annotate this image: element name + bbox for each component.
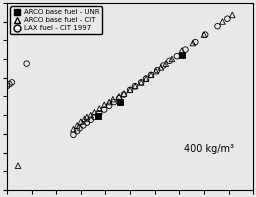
- Point: [161, 64, 165, 67]
- Point: [75, 124, 79, 127]
- Point: [159, 66, 163, 69]
- Point: [75, 129, 79, 133]
- Point: [164, 62, 168, 65]
- Point: [180, 54, 184, 57]
- Point: [102, 103, 106, 106]
- Point: [117, 95, 121, 98]
- Point: [97, 112, 101, 115]
- Point: [118, 100, 122, 104]
- Point: [117, 97, 121, 100]
- Text: 400 kg/m³: 400 kg/m³: [184, 144, 234, 154]
- Point: [193, 41, 197, 44]
- Point: [5, 85, 9, 88]
- Point: [82, 117, 87, 121]
- Point: [220, 20, 225, 23]
- Point: [111, 98, 115, 101]
- Point: [102, 108, 106, 111]
- Point: [107, 100, 111, 104]
- Point: [203, 33, 207, 36]
- Point: [122, 92, 126, 95]
- Point: [7, 83, 12, 86]
- Point: [154, 70, 158, 73]
- Point: [89, 113, 93, 117]
- Point: [79, 120, 83, 123]
- Point: [149, 73, 153, 76]
- Point: [230, 13, 234, 17]
- Point: [175, 55, 179, 58]
- Point: [78, 127, 82, 130]
- Point: [92, 115, 97, 119]
- Point: [202, 33, 206, 36]
- Point: [155, 69, 159, 72]
- Point: [216, 25, 220, 28]
- Point: [89, 118, 93, 121]
- Point: [122, 93, 126, 96]
- Point: [112, 100, 116, 104]
- Point: [128, 88, 132, 91]
- Point: [97, 107, 101, 110]
- Point: [225, 17, 229, 20]
- Point: [85, 121, 89, 124]
- Point: [184, 48, 188, 51]
- Point: [25, 62, 29, 65]
- Point: [71, 128, 76, 131]
- Point: [71, 133, 76, 136]
- Point: [144, 77, 148, 80]
- Point: [133, 85, 137, 88]
- Point: [180, 49, 184, 52]
- Legend: ARCO base fuel - UNR, ARCO base fuel - CIT, LAX fuel - CIT 1997: ARCO base fuel - UNR, ARCO base fuel - C…: [10, 6, 102, 34]
- Point: [81, 124, 85, 127]
- Point: [10, 81, 14, 84]
- Point: [167, 59, 172, 62]
- Point: [139, 81, 143, 84]
- Point: [92, 111, 97, 114]
- Point: [139, 81, 143, 84]
- Point: [16, 164, 20, 167]
- Point: [170, 57, 174, 60]
- Point: [107, 104, 111, 107]
- Point: [128, 88, 132, 91]
- Point: [85, 115, 89, 119]
- Point: [133, 85, 137, 88]
- Point: [144, 77, 148, 80]
- Point: [191, 41, 195, 45]
- Point: [149, 73, 153, 76]
- Point: [96, 114, 100, 118]
